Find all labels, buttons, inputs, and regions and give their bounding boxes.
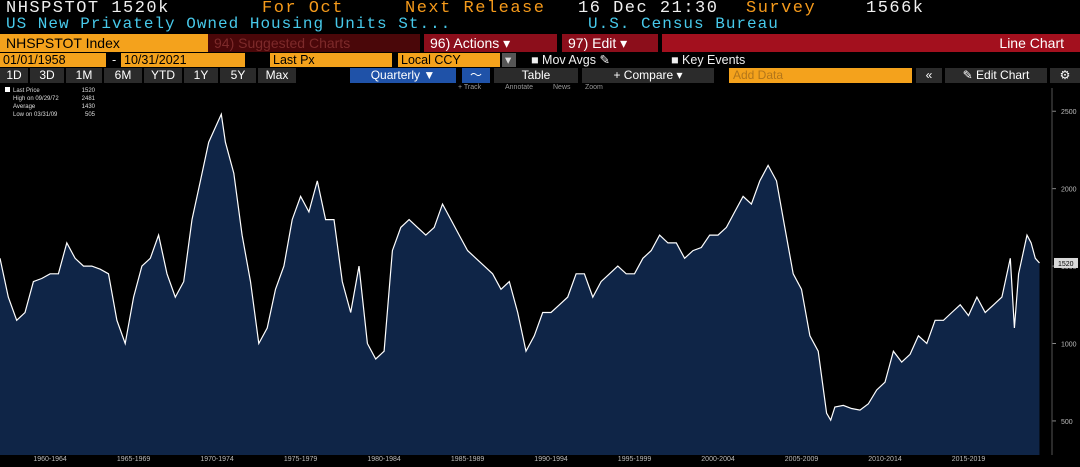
range-tab[interactable]: 5Y (220, 68, 256, 83)
x-tick-label: 2010-2014 (868, 456, 902, 463)
legend-value: 2481 (82, 96, 96, 102)
x-tick-label: 1990-1994 (534, 456, 568, 463)
chart-tool[interactable]: + Track (458, 84, 482, 91)
chart: 50010001500200025001960-19641965-1969197… (0, 87, 1078, 463)
x-tick-label: 1995-1999 (618, 456, 652, 463)
last-price-tag (1054, 257, 1078, 268)
dropdown-arrow[interactable]: ▾ (502, 53, 516, 67)
suggested-charts[interactable]: 94) Suggested Charts (208, 34, 420, 52)
range-tab[interactable]: Max (258, 68, 296, 83)
frequency-label: Quarterly (370, 68, 421, 82)
x-tick-label: 1960-1964 (33, 456, 67, 463)
survey-value: 1566k (866, 0, 925, 18)
currency-select[interactable]: Local CCY (398, 53, 500, 67)
start-date[interactable]: 01/01/1958 (0, 53, 106, 67)
range-tab[interactable]: 6M (104, 68, 142, 83)
chart-tool[interactable]: Zoom (585, 84, 603, 91)
mov-avgs-label: Mov Avgs (542, 53, 596, 67)
for-label: For Oct (262, 0, 344, 18)
actions-label: 96) Actions (430, 35, 500, 51)
legend-value: 1430 (82, 104, 96, 110)
add-data[interactable]: Add Data (729, 68, 912, 83)
end-date[interactable]: 10/31/2021 (121, 53, 245, 67)
edit-chart[interactable]: ✎ Edit Chart (945, 68, 1047, 83)
compare-label: + Compare (613, 68, 674, 82)
last-price-label: 1520 (1058, 261, 1074, 268)
legend-value: 505 (85, 112, 96, 118)
table-tab[interactable]: Table (494, 68, 578, 83)
source: U.S. Census Bureau (588, 15, 779, 33)
legend-label: Average (13, 104, 36, 110)
legend-label: High on 09/29/72 (13, 96, 59, 102)
y-tick-label: 2000 (1061, 187, 1077, 194)
x-tick-label: 1970-1974 (200, 456, 234, 463)
release-label: Next Release (405, 0, 546, 18)
collapse[interactable]: « (916, 68, 942, 83)
edit-menu[interactable]: 97) Edit ▾ (562, 34, 658, 52)
chart-tool[interactable]: Annotate (505, 84, 534, 91)
security-field[interactable]: NHSPSTOT Index (0, 34, 208, 52)
settings[interactable]: ⚙ (1050, 68, 1080, 83)
line-icon[interactable]: 〜 (462, 68, 490, 83)
survey-label: Survey (746, 0, 817, 18)
actions-menu[interactable]: 96) Actions ▾ (424, 34, 557, 52)
key-events-label: Key Events (682, 53, 746, 67)
legend-label: Low on 03/31/09 (13, 112, 58, 118)
x-tick-label: 1965-1969 (117, 456, 151, 463)
range-tab[interactable]: 3D (30, 68, 64, 83)
y-tick-label: 1000 (1061, 342, 1077, 349)
mov-avgs[interactable]: ■ Mov Avgs ✎ (531, 53, 610, 67)
y-tick-label: 2500 (1061, 109, 1077, 116)
x-tick-label: 2015-2019 (952, 456, 986, 463)
x-tick-label: 2000-2004 (701, 456, 735, 463)
x-tick-label: 1985-1989 (451, 456, 485, 463)
chart-tool[interactable]: News (553, 84, 571, 91)
x-tick-label: 1975-1979 (284, 456, 318, 463)
range-tab[interactable]: 1M (66, 68, 102, 83)
legend-label: Last Price (13, 88, 40, 94)
legend-value: 1520 (82, 88, 96, 94)
price-line (0, 112, 1040, 422)
chart-kind: Line Chart (662, 34, 1080, 52)
release-date: 16 Dec 21:30 (578, 0, 719, 18)
frequency[interactable]: Quarterly ▼ (350, 68, 456, 83)
field-select[interactable]: Last Px (270, 53, 392, 67)
description: US New Privately Owned Housing Units St.… (6, 15, 452, 33)
area-fill (0, 114, 1040, 455)
range-tab[interactable]: YTD (144, 68, 182, 83)
ticker: NHSPSTOT 1520k (6, 0, 170, 18)
date-separator: - (112, 53, 117, 67)
legend-swatch (5, 87, 10, 92)
x-tick-label: 1980-1984 (367, 456, 401, 463)
key-events[interactable]: ■ Key Events (671, 53, 746, 67)
edit-chart-label: Edit Chart (976, 68, 1030, 82)
range-tab[interactable]: 1D (0, 68, 28, 83)
edit-label: 97) Edit (568, 35, 617, 51)
x-tick-label: 2005-2009 (785, 456, 819, 463)
range-tab[interactable]: 1Y (184, 68, 218, 83)
y-tick-label: 500 (1061, 419, 1073, 426)
compare[interactable]: + Compare ▾ (582, 68, 714, 83)
